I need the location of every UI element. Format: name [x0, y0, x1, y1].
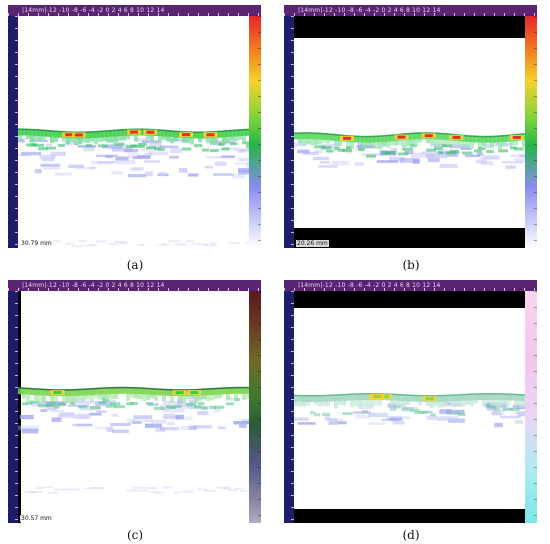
scan-image — [18, 16, 249, 248]
scan-panel-a: |14mm|-12 -10 -8 -6 -4 -2 0 2 4 6 8 10 1… — [8, 5, 261, 248]
color-scale-bar — [525, 291, 537, 523]
ruler-tick-labels: -10 -8 -6 -4 -2 0 2 4 6 8 10 12 14 — [59, 282, 165, 289]
ruler-label: |14mm|-12 -10 -8 -6 -4 -2 0 2 4 6 8 10 1… — [22, 7, 165, 14]
scan-image — [294, 291, 525, 523]
top-ruler: |14mm|-12 -10 -8 -6 -4 -2 0 2 4 6 8 10 1… — [8, 280, 261, 291]
top-ruler: |14mm|-12 -10 -8 -6 -4 -2 0 2 4 6 8 10 1… — [8, 5, 261, 16]
left-ruler — [8, 291, 18, 523]
depth-readout: 30.57 mm — [20, 515, 53, 522]
caption-d: (d) — [402, 528, 420, 542]
left-ruler — [284, 16, 294, 248]
top-ruler: |14mm|-12 -10 -8 -6 -4 -2 0 2 4 6 8 10 1… — [284, 5, 537, 16]
masked-region-bottom — [294, 509, 525, 523]
scan-image — [294, 16, 525, 248]
left-ruler — [284, 291, 294, 523]
ruler-tick-labels: -10 -8 -6 -4 -2 0 2 4 6 8 10 12 14 — [335, 282, 441, 289]
masked-region-top — [294, 16, 525, 38]
ruler-tick-labels: -10 -8 -6 -4 -2 0 2 4 6 8 10 12 14 — [335, 7, 441, 14]
ruler-tick-labels: -10 -8 -6 -4 -2 0 2 4 6 8 10 12 14 — [59, 7, 165, 14]
color-scale-bar — [249, 291, 261, 523]
scan-panel-d: |14mm|-12 -10 -8 -6 -4 -2 0 2 4 6 8 10 1… — [284, 280, 537, 523]
depth-readout: 20.26 mm — [296, 240, 329, 247]
ruler-label: |14mm|-12 -10 -8 -6 -4 -2 0 2 4 6 8 10 1… — [298, 7, 441, 14]
ruler-label: |14mm|-12 -10 -8 -6 -4 -2 0 2 4 6 8 10 1… — [22, 282, 165, 289]
caption-b: (b) — [402, 258, 420, 272]
left-ruler — [8, 16, 18, 248]
top-ruler: |14mm|-12 -10 -8 -6 -4 -2 0 2 4 6 8 10 1… — [284, 280, 537, 291]
color-scale-bar — [525, 16, 537, 248]
color-scale-bar — [249, 16, 261, 248]
depth-readout: 30.79 mm — [20, 240, 53, 247]
masked-region-top — [294, 291, 525, 308]
ruler-label: |14mm|-12 -10 -8 -6 -4 -2 0 2 4 6 8 10 1… — [298, 282, 441, 289]
scan-image — [18, 291, 249, 523]
scan-panel-b: |14mm|-12 -10 -8 -6 -4 -2 0 2 4 6 8 10 1… — [284, 5, 537, 248]
masked-region-left — [18, 291, 21, 523]
masked-region-bottom — [294, 228, 525, 248]
scan-panel-c: |14mm|-12 -10 -8 -6 -4 -2 0 2 4 6 8 10 1… — [8, 280, 261, 523]
caption-a: (a) — [126, 258, 144, 272]
caption-c: (c) — [126, 528, 144, 542]
